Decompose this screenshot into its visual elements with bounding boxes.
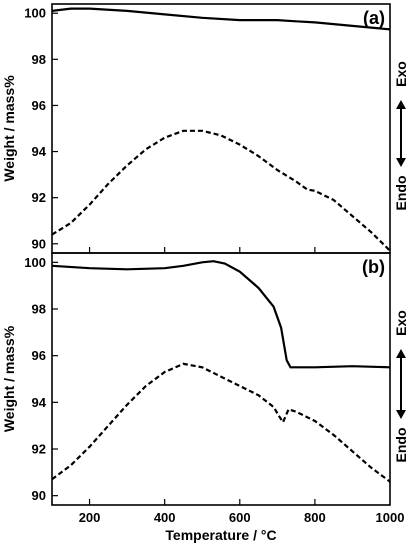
endo-label: Endo [393,428,409,463]
x-tick-label: 800 [304,510,326,525]
y-tick-label: 90 [32,236,46,251]
panel-label: (b) [362,257,385,277]
endo-label: Endo [393,176,409,211]
y-tick-label: 90 [32,488,46,503]
panel-label: (a) [363,8,385,28]
y-tick-label: 98 [32,302,46,317]
tg-curve [51,260,391,369]
y-tick-label: 92 [32,190,46,205]
plot-frame [51,252,391,506]
y-tick-label: 96 [32,98,46,113]
y-axis-title: Weight / mass% [1,75,17,182]
y-tick-label: 96 [32,348,46,363]
y-tick-label: 94 [32,144,47,159]
x-tick-label: 1000 [376,510,405,525]
arrow-down-icon [396,410,406,419]
y-tick-label: 100 [24,6,46,21]
arrow-up-icon [396,100,406,109]
y-tick-label: 98 [32,52,46,67]
panel-b: 90 92 94 96 98 100 200 400 600 800 1000 Temperature… [1,252,409,543]
arrow-up-icon [396,349,406,358]
x-axis-title: Temperature / °C [165,527,276,543]
y-tick-label: 94 [32,395,47,410]
plot-frame [51,3,391,254]
dta-curve [51,362,391,483]
y-axis-title: Weight / mass% [1,325,17,432]
dta-curve [51,129,391,252]
arrow-down-icon [396,158,406,167]
x-tick-label: 200 [79,510,101,525]
exo-label: Exo [393,61,409,87]
x-tick-label: 400 [154,510,176,525]
exo-label: Exo [393,310,409,336]
panel-a: 90 92 94 96 98 100 Weight / mass% (a) Exo Endo [1,3,409,254]
tg-curve [51,7,391,31]
y-tick-label: 92 [32,442,46,457]
y-tick-label: 100 [24,255,46,270]
x-tick-label: 600 [229,510,251,525]
